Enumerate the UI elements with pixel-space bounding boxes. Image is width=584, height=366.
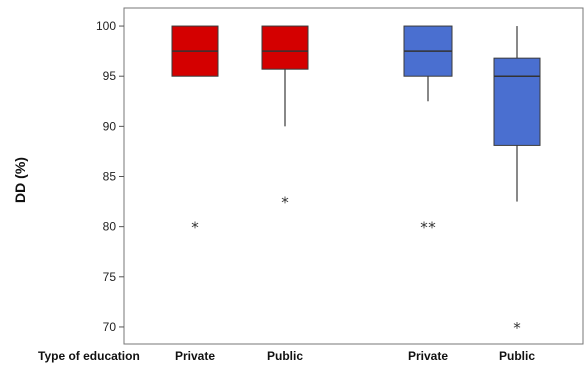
y-tick-label: 95: [103, 69, 117, 83]
category-label: Public: [499, 349, 535, 363]
outlier-marker: *: [428, 219, 436, 237]
x-axis-caption: Type of education: [38, 349, 140, 363]
outlier-marker: *: [191, 219, 199, 237]
plot-frame: [123, 7, 584, 345]
box-iqr: [261, 25, 309, 70]
outlier-marker: *: [420, 219, 428, 237]
y-tick-label: 85: [103, 170, 117, 184]
category-label: Private: [408, 349, 448, 363]
outlier-marker: *: [281, 194, 289, 212]
box-iqr: [493, 57, 541, 146]
category-label: Public: [267, 349, 303, 363]
y-tick-label: 70: [103, 320, 117, 334]
y-tick-label: 90: [103, 119, 117, 133]
outlier-marker: *: [513, 319, 521, 337]
y-tick-label: 80: [103, 220, 117, 234]
y-tick-label: 75: [103, 270, 117, 284]
y-tick-label: 100: [96, 19, 116, 33]
y-axis-title: DD (%): [12, 157, 28, 203]
category-label: Private: [175, 349, 215, 363]
